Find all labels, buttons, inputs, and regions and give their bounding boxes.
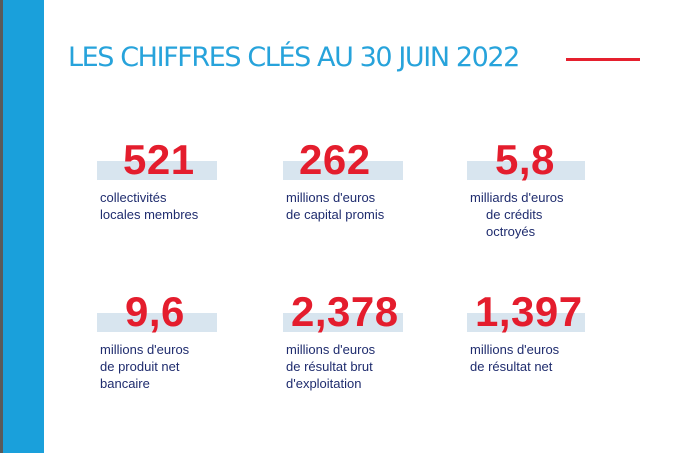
stat-label-line: millions d'euros (100, 342, 190, 357)
stat-label-line: de capital promis (286, 207, 385, 222)
stat-label: millions d'euros de résultat net (470, 341, 559, 375)
stat-label-line: locales membres (100, 207, 199, 222)
number-highlight (283, 161, 403, 180)
stat-label: millions d'euros de produit net bancaire (100, 341, 189, 392)
stat-label-line: de produit net (100, 359, 180, 374)
number-highlight (467, 313, 585, 332)
stat-label: collectivités locales membres (100, 189, 198, 223)
stat-label: millions d'euros de capital promis (286, 189, 384, 223)
stat-net-banking-income: 9,6 millions d'euros de produit net banc… (97, 288, 247, 391)
stat-label-line: de résultat brut (286, 359, 373, 374)
stat-net-income: 1,397 millions d'euros de résultat net (467, 288, 617, 374)
left-bar-edge (0, 0, 3, 453)
stat-value: 2,378 (291, 288, 399, 335)
title-rule (566, 58, 640, 61)
stat-value: 9,6 (125, 288, 185, 335)
page-title: LES CHIFFRES CLÉS AU 30 JUIN 2022 (68, 42, 520, 73)
stat-value: 5,8 (495, 136, 555, 183)
stat-member-communities: 521 collectivités locales membres (97, 136, 247, 222)
stat-label-line: millions d'euros (286, 342, 376, 357)
number-highlight (467, 161, 585, 180)
stat-label-line: de crédits (486, 207, 543, 222)
stat-label-line: collectivités (100, 190, 167, 205)
stat-value: 262 (299, 136, 371, 183)
stat-credits-granted: 5,8 milliards d'euros de crédits octroyé… (467, 136, 617, 239)
stat-label-line: millions d'euros (286, 190, 376, 205)
stat-gross-operating-income: 2,378 millions d'euros de résultat brut … (283, 288, 433, 391)
stat-label-line: milliards d'euros (470, 190, 564, 205)
stat-label-line: bancaire (100, 376, 150, 391)
number-highlight (97, 161, 217, 180)
stat-label-line: de résultat net (470, 359, 553, 374)
stat-label-line: d'exploitation (286, 376, 362, 391)
number-highlight (283, 313, 403, 332)
stat-label: millions d'euros de résultat brut d'expl… (286, 341, 375, 392)
stat-label: milliards d'euros de crédits octroyés (470, 189, 564, 240)
stat-label-line: millions d'euros (470, 342, 560, 357)
stat-value: 521 (123, 136, 195, 183)
number-highlight (97, 313, 217, 332)
stat-label-line: octroyés (486, 224, 536, 239)
stat-value: 1,397 (475, 288, 583, 335)
left-accent-bar (0, 0, 44, 453)
stat-capital-promised: 262 millions d'euros de capital promis (283, 136, 433, 222)
